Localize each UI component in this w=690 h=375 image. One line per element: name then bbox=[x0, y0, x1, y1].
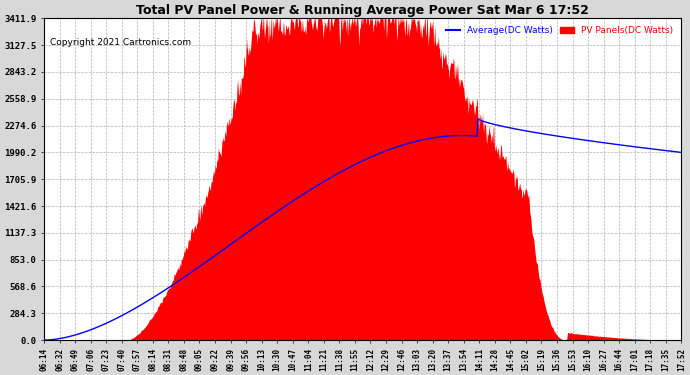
Text: Copyright 2021 Cartronics.com: Copyright 2021 Cartronics.com bbox=[50, 38, 192, 46]
Title: Total PV Panel Power & Running Average Power Sat Mar 6 17:52: Total PV Panel Power & Running Average P… bbox=[136, 4, 589, 17]
Legend: Average(DC Watts), PV Panels(DC Watts): Average(DC Watts), PV Panels(DC Watts) bbox=[443, 23, 677, 39]
